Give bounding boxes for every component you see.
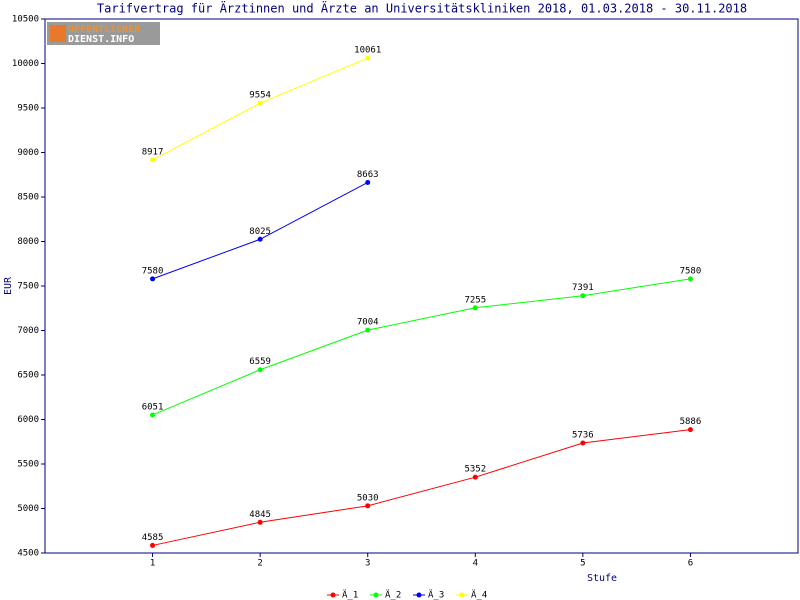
x-tick-label: 4	[473, 559, 478, 569]
data-label: 5352	[464, 465, 486, 475]
data-label: 8025	[249, 227, 271, 237]
y-tick-label: 6500	[17, 371, 39, 381]
data-label: 8917	[142, 147, 164, 157]
x-tick-label: 6	[688, 559, 693, 569]
data-point	[472, 474, 478, 480]
data-label: 7004	[357, 318, 379, 328]
data-point	[150, 157, 156, 163]
y-tick-label: 5500	[17, 460, 39, 470]
data-label: 5886	[680, 417, 702, 427]
x-tick-label: 5	[580, 559, 585, 569]
data-point	[257, 367, 263, 373]
data-point	[257, 236, 263, 242]
data-label: 9554	[249, 91, 271, 101]
y-tick-label: 8000	[17, 237, 39, 247]
legend-marker	[416, 592, 422, 598]
y-tick-label: 10000	[12, 59, 39, 69]
data-label: 6051	[142, 402, 164, 412]
data-point	[580, 440, 586, 446]
legend-marker	[459, 592, 465, 598]
y-tick-label: 9000	[17, 148, 39, 158]
x-tick-label: 3	[365, 559, 370, 569]
data-label: 7255	[464, 295, 486, 305]
series-line	[152, 278, 691, 416]
legend-label: Ä_1	[342, 590, 358, 600]
data-label: 4585	[142, 533, 164, 543]
y-tick-label: 6000	[17, 415, 39, 425]
data-label: 7580	[680, 266, 702, 276]
data-point	[365, 327, 371, 333]
y-tick-label: 4500	[17, 549, 39, 559]
data-point	[580, 293, 586, 299]
data-label: 6559	[249, 357, 271, 367]
data-point	[687, 427, 693, 433]
x-tick-label: 2	[257, 559, 262, 569]
legend-marker	[373, 592, 379, 598]
data-point	[365, 55, 371, 61]
data-point	[365, 503, 371, 509]
data-point	[687, 276, 693, 282]
data-point	[257, 100, 263, 106]
x-tick-label: 1	[150, 559, 155, 569]
logo-box	[47, 22, 160, 45]
legend-label: Ä_2	[385, 590, 401, 600]
data-point	[365, 179, 371, 185]
series-line	[152, 429, 691, 546]
data-point	[150, 276, 156, 282]
y-tick-label: 7500	[17, 282, 39, 292]
data-point	[150, 542, 156, 548]
data-point	[472, 305, 478, 311]
y-tick-label: 7000	[17, 326, 39, 336]
logo: ÖFFENTLICHER DIENST.INFO	[47, 21, 160, 45]
legend-label: Ä_4	[471, 590, 487, 600]
legend-marker	[330, 592, 336, 598]
chart-title: Tarifvertrag für Ärztinnen und Ärzte an …	[97, 1, 747, 16]
logo-text: ÖFFENTLICHER	[68, 21, 141, 35]
data-point	[257, 519, 263, 525]
legend-label: Ä_3	[428, 590, 444, 600]
y-tick-label: 9500	[17, 104, 39, 114]
y-tick-label: 10500	[12, 15, 39, 25]
data-label: 10061	[354, 46, 381, 56]
data-label: 7580	[142, 266, 164, 276]
logo-icon	[50, 25, 66, 42]
logo-text: DIENST.INFO	[68, 34, 134, 45]
data-label: 4845	[249, 510, 271, 520]
data-point	[150, 412, 156, 418]
data-label: 8663	[357, 170, 379, 180]
data-label: 7391	[572, 283, 594, 293]
data-label: 5030	[357, 493, 379, 503]
y-tick-label: 8500	[17, 193, 39, 203]
data-label: 5736	[572, 430, 594, 440]
y-tick-label: 5000	[17, 504, 39, 514]
y-axis-label: EUR	[3, 276, 14, 295]
x-axis-label: Stufe	[587, 573, 617, 584]
